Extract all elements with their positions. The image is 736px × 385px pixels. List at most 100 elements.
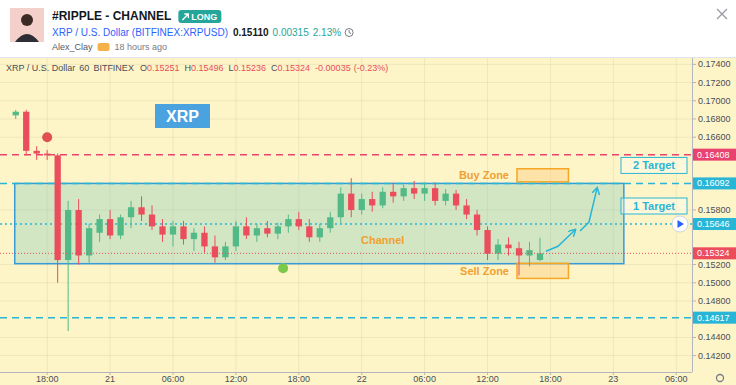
candle-body xyxy=(296,219,302,226)
y-tick xyxy=(692,337,696,338)
candle-body xyxy=(369,199,375,205)
candle-body xyxy=(117,217,123,235)
x-tick-label: 21 xyxy=(105,374,115,384)
price-badge-label: 0.15324 xyxy=(697,248,730,258)
long-badge-bg xyxy=(178,10,221,23)
candle-body xyxy=(537,253,543,260)
sell-zone-label: Sell Zone xyxy=(460,265,509,277)
candle-body xyxy=(495,245,501,254)
target-arrow xyxy=(580,188,597,231)
grid-line-y xyxy=(0,337,692,338)
price-badge xyxy=(693,149,736,161)
candle-body xyxy=(264,228,270,233)
y-tick xyxy=(692,209,696,210)
y-axis-line xyxy=(692,58,693,372)
grid-line-y xyxy=(0,118,692,119)
candle-body xyxy=(55,155,61,260)
y-tick xyxy=(692,137,696,138)
x-tick-label: 18:00 xyxy=(36,374,59,384)
candle-body xyxy=(327,217,333,228)
author-badge xyxy=(98,43,110,51)
level-line xyxy=(0,317,692,319)
info-exchange: BITFINEX xyxy=(93,63,134,73)
candle-body xyxy=(243,226,249,235)
settings-icon[interactable] xyxy=(717,375,724,382)
candle-body xyxy=(170,226,176,234)
candle-body xyxy=(453,194,459,206)
clock-hands xyxy=(349,30,351,34)
title-box xyxy=(155,104,210,128)
candle-body xyxy=(275,226,281,233)
y-tick-label: 0.14400 xyxy=(698,332,731,342)
candle-body xyxy=(421,188,427,193)
avatar xyxy=(10,8,44,42)
avatar-bg xyxy=(10,8,44,42)
candle-body xyxy=(44,154,50,156)
channel-label: Channel xyxy=(361,234,404,246)
target-box xyxy=(621,157,687,173)
ohlc-key: O xyxy=(140,63,147,73)
x-tick-label: 06:00 xyxy=(413,374,436,384)
grid-line-y xyxy=(0,82,692,83)
candle-body xyxy=(13,112,19,116)
y-tick-label: 0.14800 xyxy=(698,296,731,306)
candle-body xyxy=(107,219,113,235)
candle-body xyxy=(65,210,71,260)
candle-wick xyxy=(519,242,520,276)
grid-line-y xyxy=(0,301,692,302)
play-icon xyxy=(678,220,685,228)
x-tick-label: 12:00 xyxy=(476,374,499,384)
avatar-head xyxy=(21,14,33,26)
candle-body xyxy=(390,192,396,197)
post-time: 18 hours ago xyxy=(115,42,168,52)
price-badge xyxy=(693,247,736,259)
x-tick-label: 06:00 xyxy=(162,374,185,384)
candle-body xyxy=(149,215,155,227)
header-change: 0.00315 xyxy=(273,27,310,38)
ohlc-value: 0.15251 xyxy=(147,63,180,73)
candle-body xyxy=(212,246,218,257)
candle-body xyxy=(516,248,522,255)
candle-body xyxy=(23,112,29,151)
candle-body xyxy=(285,219,291,226)
symbol-link: XRP / U.S. Dollar (BITFINEX:XRPUSD) xyxy=(52,27,228,38)
target-label: 1 Target xyxy=(633,200,675,212)
grid xyxy=(0,58,692,372)
ohlc-value: 0.15324 xyxy=(278,63,311,73)
candle-body xyxy=(191,233,197,239)
candle-body xyxy=(359,199,365,210)
candle-body xyxy=(442,194,448,201)
target-box xyxy=(621,198,687,214)
price-badge-label: 0.14617 xyxy=(697,313,730,323)
candle-body xyxy=(96,219,102,233)
candle-body xyxy=(233,226,239,246)
candle-wick xyxy=(193,228,194,251)
y-tick xyxy=(692,355,696,356)
sell-zone-box xyxy=(517,263,568,278)
current-price-line xyxy=(0,253,692,254)
target-label: 2 Target xyxy=(633,159,675,171)
grid-line-x xyxy=(298,58,299,372)
long-badge: LONG xyxy=(178,10,221,23)
price-badge-label: 0.16408 xyxy=(697,150,730,160)
play-button[interactable] xyxy=(672,216,688,232)
close-button[interactable] xyxy=(717,9,727,19)
level-line xyxy=(0,183,692,185)
chart-canvas: #RIPPLE - CHANNELLONGXRP / U.S. Dollar (… xyxy=(0,0,736,385)
chart-bg xyxy=(0,58,736,385)
y-tick-label: 0.15800 xyxy=(698,205,731,215)
x-axis-line xyxy=(0,372,692,373)
candle-body xyxy=(201,233,207,247)
y-tick-label: 0.16600 xyxy=(698,132,731,142)
x-tick-label: 18:00 xyxy=(539,374,562,384)
candle-body xyxy=(526,250,532,255)
y-tick xyxy=(692,64,696,65)
long-badge-icon xyxy=(182,14,188,20)
candle-body xyxy=(463,205,469,214)
candle-body xyxy=(432,188,438,201)
grid-line-x xyxy=(110,58,111,372)
y-tick-label: 0.15000 xyxy=(698,278,731,288)
y-tick xyxy=(692,100,696,101)
grid-line-y xyxy=(0,137,692,138)
candle-body xyxy=(34,151,40,154)
